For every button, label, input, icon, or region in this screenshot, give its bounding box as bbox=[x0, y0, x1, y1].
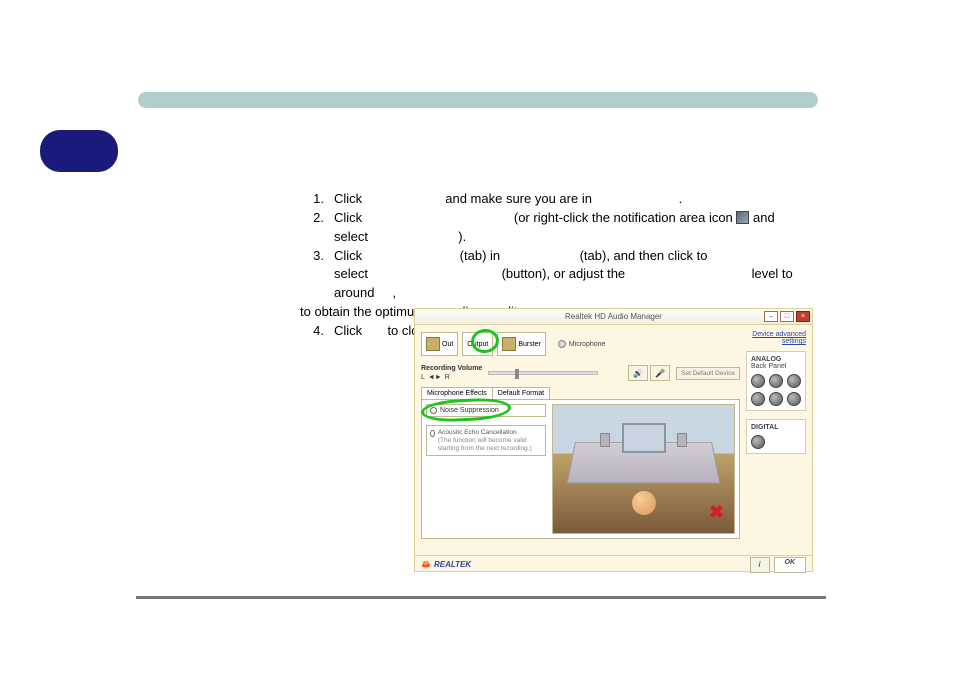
audio-jack[interactable] bbox=[769, 374, 783, 388]
window-footer: 🦀 REALTEK i OK bbox=[415, 555, 812, 573]
sub-tab-row: Microphone Effects Default Format bbox=[421, 387, 740, 399]
device-tab-microphone[interactable]: Microphone bbox=[558, 340, 606, 348]
ok-button[interactable]: OK bbox=[774, 557, 807, 573]
channel-label: L bbox=[421, 374, 425, 381]
step-text: Click and make sure you are in . bbox=[334, 191, 682, 206]
speaker-right-icon bbox=[677, 433, 687, 447]
speaker-left-icon bbox=[600, 433, 610, 447]
window-title: Realtek HD Audio Manager bbox=[565, 312, 662, 321]
step-number: 2. bbox=[300, 209, 324, 228]
info-button[interactable]: i bbox=[750, 557, 770, 573]
audio-jack[interactable] bbox=[787, 374, 801, 388]
channel-label: R bbox=[445, 374, 450, 381]
monitor-icon bbox=[622, 423, 666, 453]
radio-icon bbox=[430, 430, 435, 437]
maximize-button[interactable]: □ bbox=[780, 311, 794, 322]
window-titlebar: Realtek HD Audio Manager – □ × bbox=[415, 309, 812, 325]
step-number: 4. bbox=[300, 322, 324, 341]
audio-jack[interactable] bbox=[751, 374, 765, 388]
audio-jack[interactable] bbox=[787, 392, 801, 406]
device-tab-burster[interactable]: Burster bbox=[497, 332, 546, 356]
instruction-item: 2. Click (or right-click the notificatio… bbox=[300, 209, 840, 247]
main-panel: Out Output Burster Microphone Recording … bbox=[421, 331, 740, 549]
speaker-icon bbox=[426, 337, 440, 351]
embedded-screenshot: Realtek HD Audio Manager – □ × Out Outpu… bbox=[414, 308, 813, 572]
step-number: 1. bbox=[300, 190, 324, 209]
tab-label: Burster bbox=[518, 341, 541, 348]
device-advanced-link[interactable]: Device advanced settings bbox=[746, 331, 806, 345]
minimize-button[interactable]: – bbox=[764, 311, 778, 322]
back-panel-label: Back Panel bbox=[751, 363, 801, 370]
tab-mic-effects[interactable]: Microphone Effects bbox=[421, 387, 493, 399]
realtek-logo: 🦀 REALTEK bbox=[421, 560, 471, 569]
digital-panel: DIGITAL bbox=[746, 419, 806, 454]
digital-label: DIGITAL bbox=[751, 424, 801, 431]
audio-jack[interactable] bbox=[751, 435, 765, 449]
noise-suppression-option[interactable]: Noise Suppression bbox=[426, 404, 546, 417]
step-number: 3. bbox=[300, 247, 324, 266]
disabled-icon: ✖ bbox=[709, 502, 724, 523]
analog-label: ANALOG bbox=[751, 356, 801, 363]
balance-icon: ◄► bbox=[428, 374, 442, 381]
side-panel: Device advanced settings ANALOG Back Pan… bbox=[746, 331, 806, 549]
header-bar bbox=[138, 92, 818, 108]
side-badge bbox=[40, 130, 118, 172]
volume-slider[interactable] bbox=[488, 371, 598, 375]
effects-panel: Noise Suppression Acoustic Echo Cancella… bbox=[421, 399, 740, 539]
room-illustration: ✖ bbox=[552, 404, 735, 534]
crab-icon: 🦀 bbox=[421, 560, 431, 569]
recording-volume-row: Recording Volume L ◄► R 🔊 🎤 Set Default … bbox=[421, 365, 740, 381]
boost-button[interactable]: 🎤 bbox=[650, 365, 670, 381]
analog-panel: ANALOG Back Panel bbox=[746, 351, 806, 411]
close-button[interactable]: × bbox=[796, 311, 810, 322]
recording-volume-label: Recording Volume bbox=[421, 365, 482, 372]
instruction-item: 3. Click (tab) in (tab), and then click … bbox=[300, 247, 840, 304]
audio-jack[interactable] bbox=[769, 392, 783, 406]
device-tab-row: Out Output Burster Microphone bbox=[421, 331, 740, 357]
brand-label: REALTEK bbox=[434, 560, 471, 569]
tab-label: Microphone bbox=[569, 341, 606, 348]
mute-button[interactable]: 🔊 bbox=[628, 365, 648, 381]
echo-cancel-desc: (The function will become valid starting… bbox=[438, 437, 542, 453]
speaker-icon bbox=[502, 337, 516, 351]
tray-icon bbox=[736, 211, 749, 224]
tab-default-format[interactable]: Default Format bbox=[492, 387, 550, 399]
instruction-item: 1. Click and make sure you are in . bbox=[300, 190, 840, 209]
device-tab-out[interactable]: Out bbox=[421, 332, 458, 356]
audio-jack[interactable] bbox=[751, 392, 765, 406]
set-default-button[interactable]: Set Default Device bbox=[676, 367, 740, 380]
echo-cancel-label: Acoustic Echo Cancellation bbox=[438, 429, 542, 437]
footer-rule bbox=[136, 596, 826, 599]
step-text: Click (tab) in (tab), and then click to … bbox=[334, 248, 793, 301]
listener-icon bbox=[632, 491, 656, 515]
mic-icon bbox=[558, 340, 566, 348]
highlight-circle-icon bbox=[420, 397, 511, 424]
tab-label: Out bbox=[442, 341, 453, 348]
echo-cancel-option[interactable]: Acoustic Echo Cancellation (The function… bbox=[426, 425, 546, 456]
slider-thumb-icon bbox=[515, 369, 519, 379]
step-text: Click (or right-click the notification a… bbox=[334, 210, 775, 244]
